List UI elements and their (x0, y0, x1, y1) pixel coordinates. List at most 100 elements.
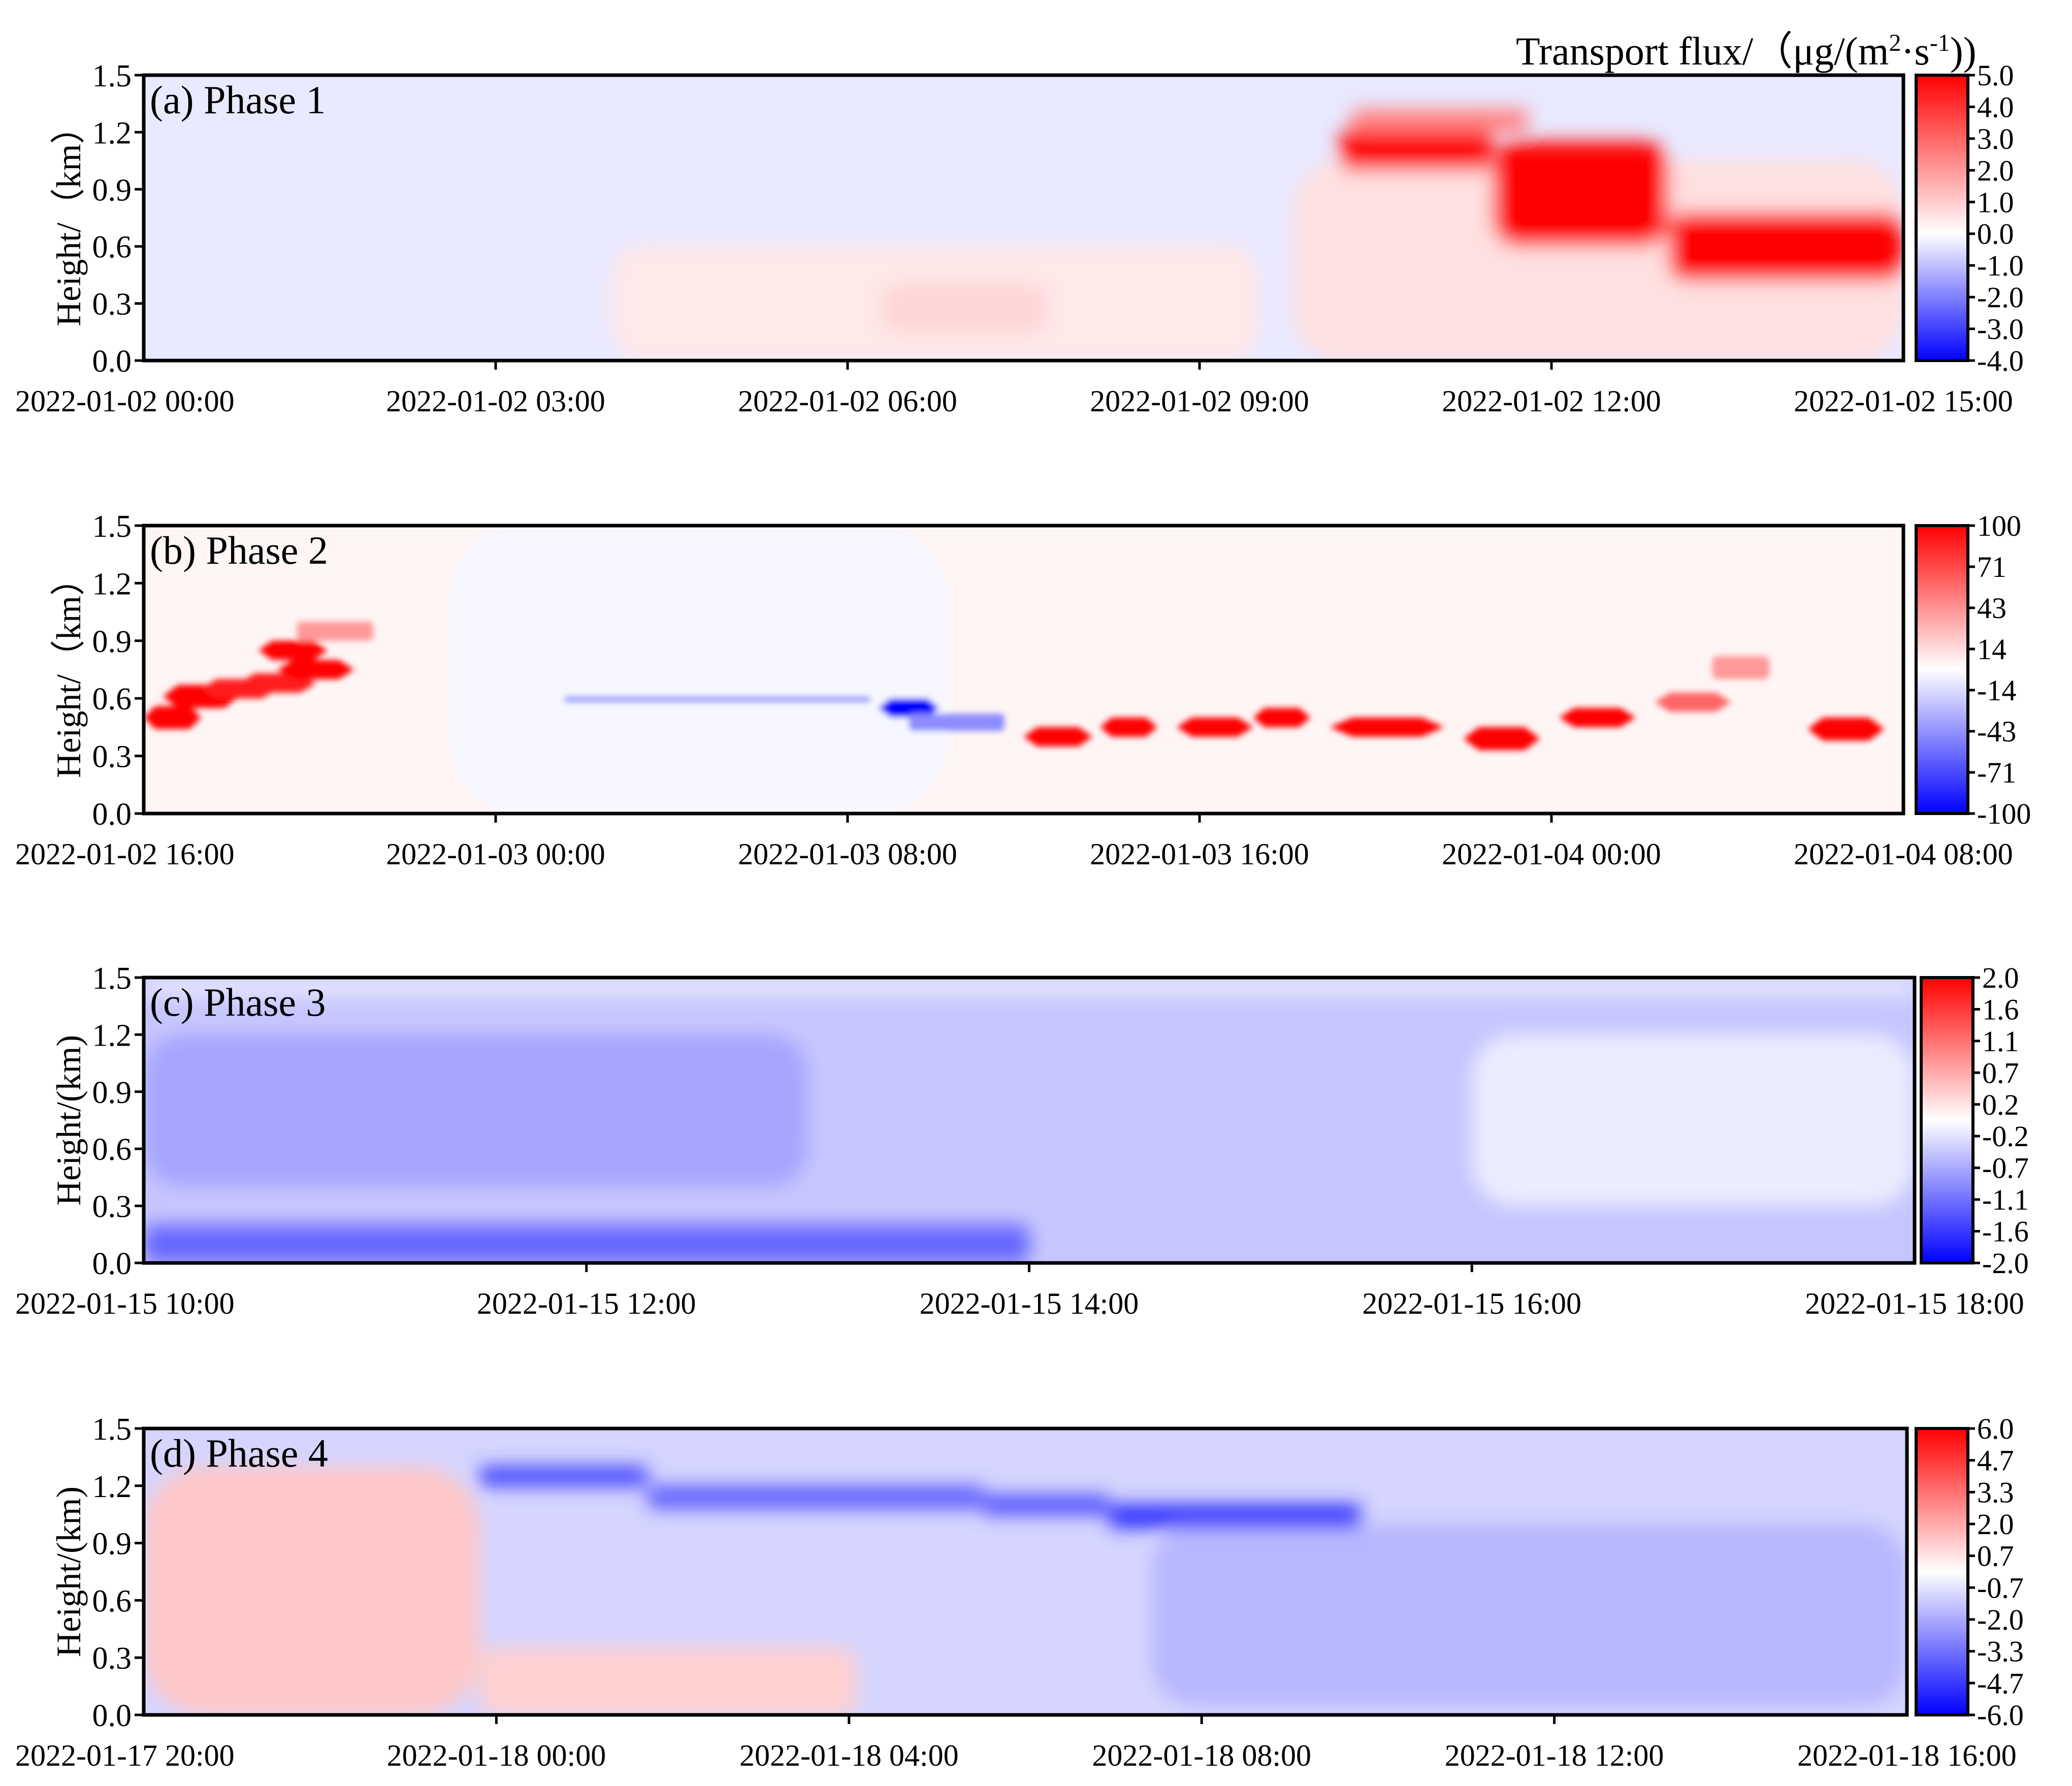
y-tick-label: 1.2 (92, 1470, 132, 1504)
heatmap-cells (144, 526, 1885, 814)
x-tick-label: 2022-01-02 09:00 (1090, 384, 1309, 418)
colorbar (1915, 524, 1969, 815)
heatmap-cell (1253, 708, 1311, 727)
heatmap-cell (277, 660, 354, 679)
heatmap-cell (144, 978, 1915, 997)
colorbar-tick-label: 0.7 (1977, 1540, 2014, 1573)
colorbar-tick-label: -43 (1977, 715, 2016, 748)
colorbar-tick-label: -71 (1977, 756, 2016, 789)
panel-label: (c) Phase 3 (150, 980, 326, 1024)
colorbar-tick-label: 4.0 (1977, 90, 2014, 123)
y-tick-label: 0.3 (92, 287, 132, 322)
heatmap-cell (1100, 718, 1158, 737)
heatmap-cell (983, 1495, 1110, 1515)
heatmap-cell (297, 622, 373, 641)
x-tick-label: 2022-01-17 20:00 (15, 1739, 235, 1772)
colorbar-tick-label: -1.1 (1982, 1183, 2029, 1216)
panel-4: 0.0 0.3 0.6 0.9 1.2 1.5 Height/(km) 2022-01-17 … (15, 1412, 2024, 1772)
heatmap-cell (1109, 1505, 1362, 1528)
heatmap-cell (648, 1485, 984, 1509)
colorbar-tick-label: 3.3 (1977, 1476, 2014, 1509)
heatmap-cell (1669, 212, 1903, 281)
heatmap-cell (1463, 727, 1540, 751)
colorbar-tick-label: -6.0 (1977, 1699, 2024, 1732)
colorbar-tick-label: -1.0 (1977, 249, 2024, 282)
y-tick-label: 1.5 (92, 961, 132, 996)
colorbar (1915, 74, 1969, 362)
y-axis-label: Height/(km) (49, 1035, 88, 1206)
colorbar-tick-label: 4.7 (1977, 1444, 2014, 1477)
y-tick-label: 0.6 (92, 230, 132, 265)
colorbar-tick-label: -0.7 (1977, 1571, 2024, 1604)
x-tick-label: 2022-01-02 03:00 (386, 384, 605, 418)
colorbar-tick-label: 6.0 (1977, 1412, 2014, 1445)
y-tick-label: 0.9 (92, 1076, 132, 1110)
heatmap-cell (1472, 1034, 1915, 1206)
colorbar-tick-label: -3.0 (1977, 313, 2024, 346)
colorbar-tick-label: -4.7 (1977, 1667, 2024, 1700)
heatmap-cell (144, 706, 201, 729)
colorbar-tick-label: -3.3 (1977, 1635, 2024, 1668)
plot-frame (142, 1426, 1909, 1717)
panel-3: 0.0 0.3 0.6 0.9 1.2 1.5 Height/(km) 2022-01-15 … (15, 961, 2029, 1320)
heatmap-field (144, 75, 1903, 361)
colorbar-tick-label: 71 (1977, 550, 2006, 583)
colorbar-title-sup1: 2 (1889, 29, 1901, 56)
y-tick-label: 0.3 (92, 1190, 132, 1224)
colorbar-tick-label: 2.0 (1977, 154, 2014, 187)
x-tick-label: 2022-01-02 15:00 (1794, 384, 2013, 418)
colorbar (1915, 1427, 1969, 1716)
heatmap-cell (1493, 142, 1669, 247)
x-tick-label: 2022-01-18 08:00 (1092, 1739, 1311, 1772)
colorbar-title: Transport flux/（μg/(m2·s-1)) (1516, 19, 1977, 76)
y-tick-label: 0.3 (92, 740, 132, 774)
y-tick-label: 0.6 (92, 682, 132, 717)
x-tick-label: 2022-01-15 12:00 (477, 1287, 696, 1320)
y-tick-label: 1.5 (92, 59, 132, 93)
heatmap-cell (1807, 718, 1885, 741)
y-axis-label: Height/（km） (49, 561, 88, 778)
colorbar-tick-label: 5.0 (1977, 59, 2014, 92)
heatmap-field (144, 1428, 1907, 1715)
colorbar-tick-label: -14 (1977, 674, 2016, 707)
colorbar-tick-label: -2.0 (1977, 281, 2024, 314)
y-axis-label: Height/（km） (49, 110, 88, 327)
x-tick-label: 2022-01-04 08:00 (1794, 837, 2013, 871)
heatmap-cell (564, 696, 871, 702)
heatmap-cell (449, 526, 947, 814)
y-tick-label: 1.5 (92, 509, 132, 544)
x-tick-label: 2022-01-18 04:00 (739, 1739, 959, 1772)
y-tick-label: 1.2 (92, 116, 132, 150)
heatmap-background (144, 526, 1903, 814)
colorbar-tick-label: -0.7 (1982, 1152, 2029, 1185)
heatmap-cell (1352, 109, 1528, 133)
y-axis-label: Height/(km) (49, 1486, 88, 1657)
heatmap-cell (479, 1648, 858, 1715)
heatmap-cell (258, 640, 328, 660)
colorbar-tick-label: 2.0 (1982, 961, 2019, 994)
heatmap-cells (144, 1467, 1907, 1715)
x-tick-label: 2022-01-18 16:00 (1797, 1739, 2017, 1772)
heatmap-cell (878, 698, 940, 718)
x-tick-label: 2022-01-15 16:00 (1362, 1287, 1581, 1320)
y-tick-label: 0.0 (92, 1247, 132, 1281)
heatmap-cell (1340, 128, 1493, 171)
colorbar-tick-label: 0.0 (1977, 217, 2014, 250)
colorbar-title-suffix: )) (1950, 29, 1977, 73)
colorbar-tick-label: -0.2 (1982, 1120, 2029, 1153)
x-tick-label: 2022-01-15 18:00 (1805, 1287, 2024, 1320)
y-tick-label: 1.5 (92, 1412, 132, 1447)
colorbar-tick-label: 1.1 (1982, 1025, 2019, 1058)
panel-label: (d) Phase 4 (150, 1431, 328, 1475)
x-tick-label: 2022-01-18 00:00 (387, 1739, 606, 1772)
colorbar-tick-label: -4.0 (1977, 344, 2024, 377)
y-tick-label: 0.6 (92, 1584, 132, 1618)
x-tick-label: 2022-01-15 10:00 (15, 1287, 235, 1320)
y-tick-label: 0.3 (92, 1641, 132, 1676)
plot-frame (142, 524, 1905, 816)
x-tick-label: 2022-01-18 12:00 (1445, 1739, 1664, 1772)
colorbar-tick-label: -100 (1977, 797, 2031, 830)
colorbar-title-mid: ·s (1901, 29, 1930, 73)
colorbar-tick-label: 3.0 (1977, 122, 2014, 155)
colorbar-tick-label: 14 (1977, 633, 2006, 666)
